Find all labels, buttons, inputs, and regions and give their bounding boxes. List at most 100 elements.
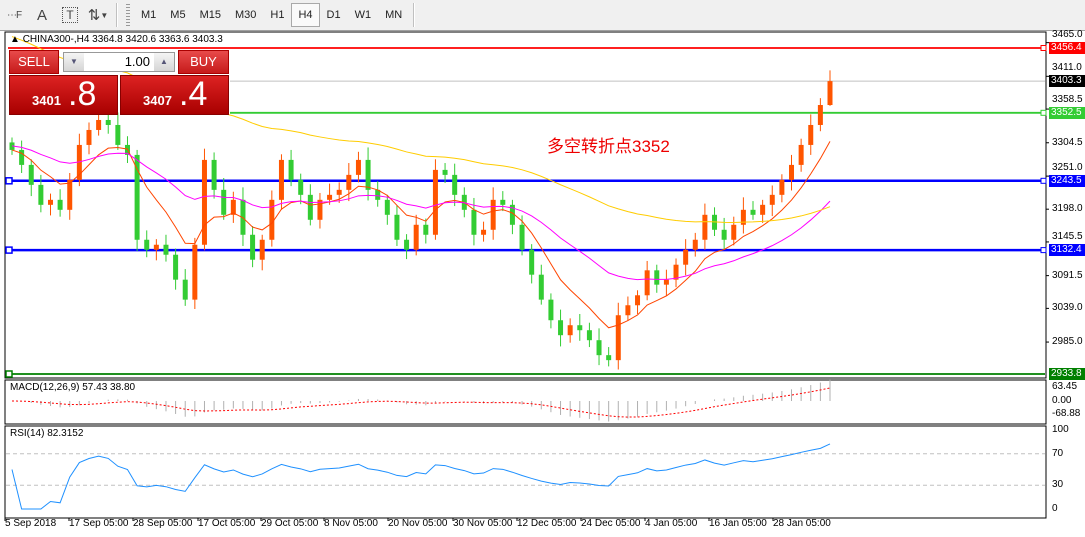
sell-price-main: 3401 <box>32 93 61 108</box>
candle-body <box>654 270 660 285</box>
rsi-tick-label: 70 <box>1052 447 1064 459</box>
candle-body <box>702 214 708 240</box>
candle-body <box>663 279 669 285</box>
candle-body <box>644 270 650 296</box>
toolbar-grip[interactable] <box>126 4 130 26</box>
buy-button[interactable]: BUY <box>178 50 229 74</box>
candle-body <box>96 119 102 130</box>
level-handle[interactable] <box>1040 45 1047 51</box>
candle-body <box>721 229 727 240</box>
buy-price-button[interactable]: 3407 .4 <box>120 75 229 115</box>
time-label: 17 Oct 05:00 <box>198 518 256 529</box>
time-label: 16 Jan 05:00 <box>709 518 767 529</box>
sell-button[interactable]: SELL <box>9 50 59 74</box>
candle-body <box>452 174 458 195</box>
lot-input[interactable]: 1.00 <box>124 54 150 69</box>
price-tick-label: 3304.5 <box>1052 136 1083 148</box>
candle-body <box>76 144 82 180</box>
candle-body <box>346 174 352 190</box>
macd-tick-label: 0.00 <box>1052 395 1072 406</box>
macd-label: MACD(12,26,9) 57.43 38.80 <box>10 382 136 393</box>
grid-lines-icon[interactable]: ⋯F <box>6 9 22 21</box>
pivot-annotation: 多空转折点3352 <box>547 137 670 156</box>
candle-body <box>423 224 429 235</box>
lot-increase-button[interactable]: ▲ <box>154 53 174 71</box>
price-tick-label: 3091.5 <box>1052 269 1083 281</box>
level-handle[interactable] <box>1040 247 1047 254</box>
rsi-line <box>11 443 831 510</box>
candle-body <box>577 325 583 331</box>
timeframe-h1[interactable]: H1 <box>270 9 285 21</box>
level-handle[interactable] <box>5 246 13 254</box>
level-tag: 3352.5 <box>1049 106 1085 119</box>
candle-body <box>586 330 592 341</box>
candle-body <box>798 144 804 165</box>
price-tick-label: 3198.0 <box>1052 203 1083 215</box>
lot-decrease-button[interactable]: ▼ <box>64 53 84 71</box>
candle-body <box>86 129 92 145</box>
candle-body <box>173 254 179 280</box>
level-tag: 2933.8 <box>1049 367 1085 380</box>
level-handle[interactable] <box>5 370 13 378</box>
timeframe-m30[interactable]: M30 <box>234 9 257 21</box>
level-handle[interactable] <box>1040 177 1047 184</box>
candle-body <box>307 194 313 220</box>
candle-body <box>731 224 737 240</box>
level-handle[interactable] <box>1040 109 1047 116</box>
candle-body <box>182 279 188 300</box>
arrows-icon[interactable]: ⇅ ▼ <box>87 7 109 24</box>
separator <box>116 3 118 27</box>
candle-body <box>201 159 207 245</box>
time-label: 5 Sep 2018 <box>5 518 57 529</box>
timeframe-d1[interactable]: D1 <box>326 9 341 21</box>
candle-body <box>259 239 265 260</box>
macd-signal-line <box>11 387 831 418</box>
candle-body <box>548 299 554 321</box>
candle-body <box>683 249 689 265</box>
text-a-icon[interactable]: A <box>36 6 47 24</box>
candle-body <box>67 179 73 210</box>
time-label: 24 Dec 05:00 <box>581 518 641 529</box>
symbol-ohlc: CHINA300-,H4 3364.8 3420.6 3363.6 3403.3 <box>22 34 223 45</box>
candle-body <box>760 204 766 215</box>
ma-mid-line <box>11 145 831 281</box>
candle-body <box>230 199 236 215</box>
separator <box>413 3 416 27</box>
time-label: 28 Jan 05:00 <box>773 518 831 529</box>
candle-body <box>394 214 400 240</box>
candle-body <box>673 264 679 280</box>
rsi-tick-label: 30 <box>1052 479 1064 491</box>
candle-body <box>28 164 34 185</box>
time-label: 29 Oct 05:00 <box>261 518 319 529</box>
collapse-triangle-icon[interactable]: ▲ <box>10 34 23 45</box>
timeframe-h4[interactable]: H4 <box>291 3 320 27</box>
macd-tick-label: -68.88 <box>1052 408 1081 419</box>
candle-body <box>692 239 698 250</box>
candle-body <box>327 194 333 200</box>
time-label: 8 Nov 05:00 <box>324 518 378 529</box>
price-tick-label: 3411.0 <box>1052 62 1082 74</box>
level-tag: 3132.4 <box>1049 244 1085 257</box>
candle-body <box>163 244 169 255</box>
text-label-icon[interactable]: T <box>62 7 78 23</box>
sell-price-button[interactable]: 3401 .8 <box>9 75 118 115</box>
rsi-panel <box>4 425 1047 519</box>
candle-body <box>365 159 371 190</box>
timeframe-m1[interactable]: M1 <box>141 9 157 21</box>
timeframe-m15[interactable]: M15 <box>199 9 221 21</box>
timeframe-w1[interactable]: W1 <box>354 9 372 21</box>
lot-stepper[interactable]: ▼ 1.00 ▲ <box>63 52 175 72</box>
candle-body <box>519 224 525 250</box>
price-tick-label: 2985.0 <box>1052 336 1083 348</box>
timeframe-mn[interactable]: MN <box>385 9 403 21</box>
sell-price-big: .8 <box>68 75 97 113</box>
candle-body <box>442 169 448 175</box>
timeframe-m5[interactable]: M5 <box>170 9 186 21</box>
chart-canvas[interactable] <box>0 31 1085 537</box>
candle-body <box>144 239 150 250</box>
time-label: 30 Nov 05:00 <box>453 518 513 529</box>
candle-body <box>432 169 438 235</box>
one-click-trading-panel: SELL ▼ 1.00 ▲ BUY 3401 .8 3407 .4 <box>9 50 229 116</box>
level-handle[interactable] <box>5 177 13 185</box>
macd-panel <box>4 379 1047 425</box>
